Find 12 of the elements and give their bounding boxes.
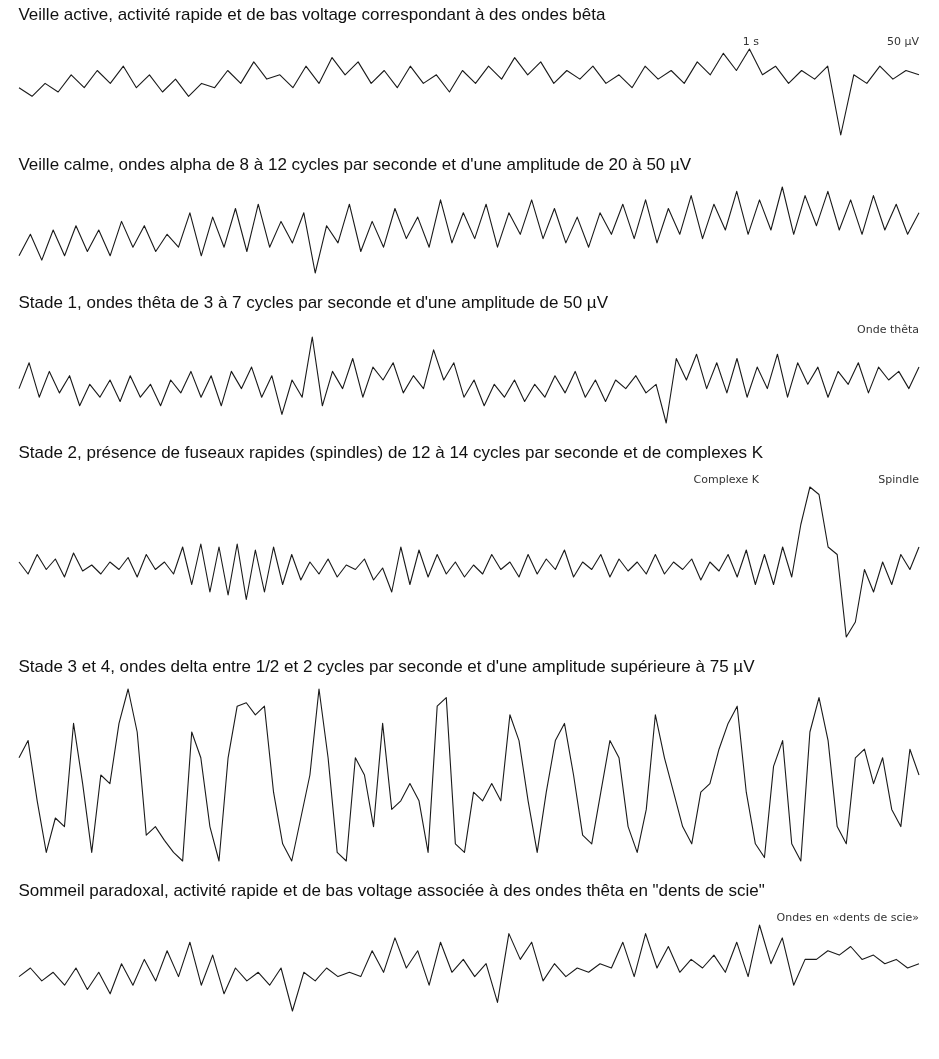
text: Onde thêta <box>857 323 919 336</box>
text: Complexe K <box>693 473 760 486</box>
chart-title: Stade 1, ondes thêta de 3 à 7 cycles par seconde et d'une amplitude de 50 µV <box>18 293 609 312</box>
chart-title: Stade 2, présence de fuseaux rapides (spindles) de 12 à 14 cycles par seconde et de complexes K <box>18 443 764 462</box>
chart-title: Veille calme, ondes alpha de 8 à 12 cycles par seconde et d'une amplitude de 20 à 50 µV <box>18 155 692 175</box>
chart-title: Stade 3 et 4, ondes delta entre 1/2 et 2 cycles par seconde et d'une amplitude supérieure à 75 µV <box>18 657 756 677</box>
text: 1 s <box>742 35 760 48</box>
text: Ondes en «dents de scie» <box>776 911 919 924</box>
text: Spindle <box>878 473 920 486</box>
chart-title: Veille active, activité rapide et de bas voltage correspondant à des ondes bêta <box>18 5 606 24</box>
text: 50 µV <box>886 35 920 48</box>
chart-title: Sommeil paradoxal, activité rapide et de bas voltage associée à des ondes thêta en "dents de scie" <box>18 881 765 900</box>
